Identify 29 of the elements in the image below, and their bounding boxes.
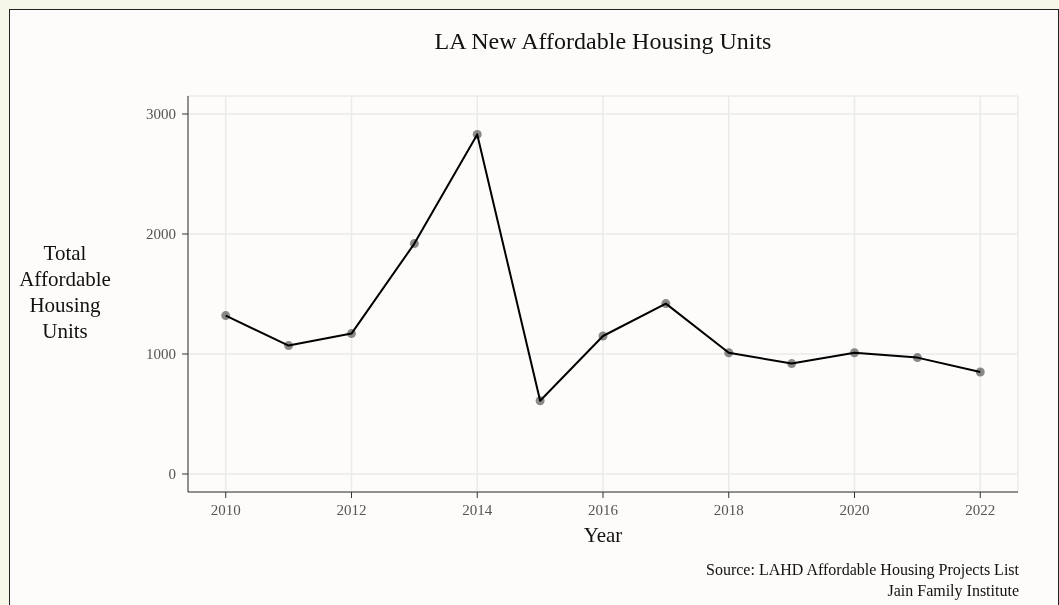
x-tick-label: 2020: [839, 501, 870, 518]
y-tick-label: 2000: [146, 226, 176, 243]
x-tick-label: 2016: [588, 501, 619, 518]
point: [472, 129, 482, 139]
point: [346, 329, 356, 339]
point: [912, 353, 922, 363]
y-axis-title: Total Affordable Housing Units: [18, 240, 112, 344]
point: [535, 396, 545, 406]
y-tick-label: 3000: [146, 106, 176, 123]
y-tick-label: 0: [168, 466, 176, 483]
x-tick-label: 2010: [210, 501, 241, 518]
point: [975, 367, 985, 377]
point: [850, 348, 860, 358]
x-tick-label: 2018: [713, 501, 744, 518]
x-tick-label: 2022: [965, 501, 996, 518]
chart-title: LA New Affordable Housing Units: [433, 28, 773, 55]
point: [221, 311, 231, 321]
source-note: Source: LAHD Affordable Housing Projects List: [706, 560, 1019, 580]
x-tick-label: 2014: [462, 501, 493, 518]
point: [284, 341, 294, 351]
point: [409, 239, 419, 249]
x-axis-title: Year: [582, 523, 624, 548]
point: [598, 331, 608, 341]
point: [724, 348, 734, 358]
point: [787, 359, 797, 369]
point: [661, 299, 671, 309]
text: Jain Family Institute: [886, 581, 1019, 601]
y-tick-label: 1000: [146, 346, 176, 363]
x-tick-label: 2012: [336, 501, 367, 518]
